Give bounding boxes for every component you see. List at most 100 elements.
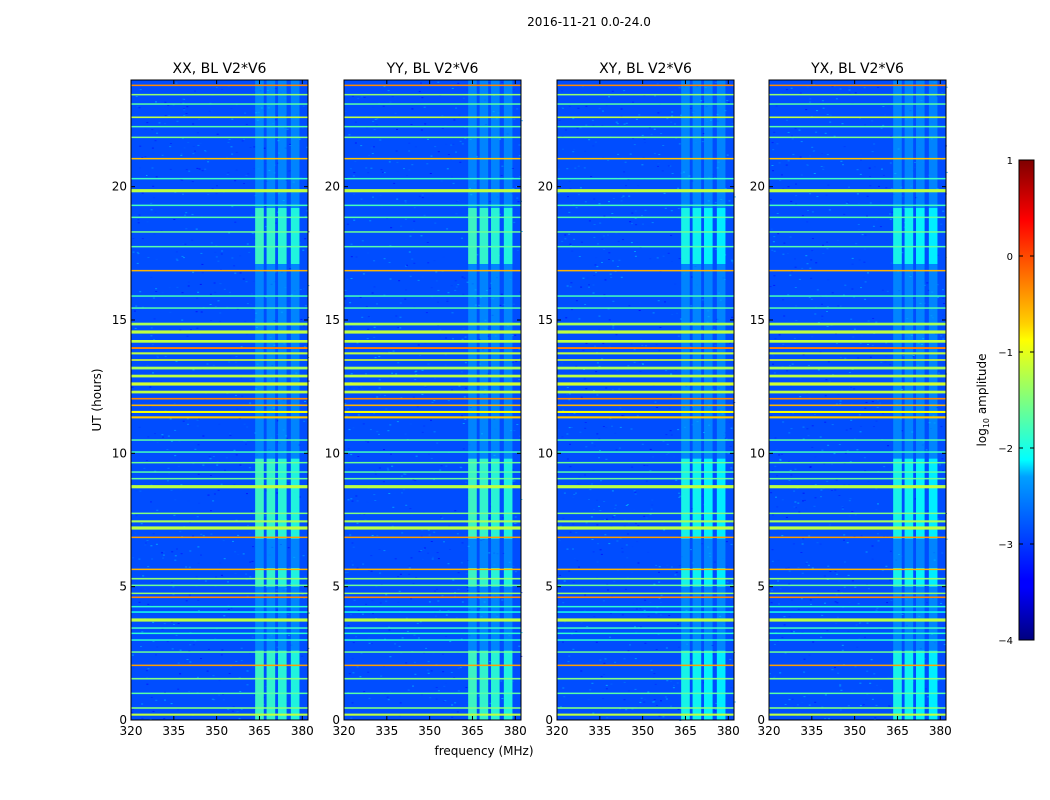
y-tick-label: 20 — [112, 180, 127, 194]
noise-speckle — [344, 110, 347, 112]
noise-speckle — [651, 504, 654, 506]
noise-speckle — [374, 500, 377, 501]
noise-speckle — [518, 645, 521, 647]
noise-speckle — [404, 473, 407, 475]
panel-title: XY, BL V2*V6 — [599, 61, 692, 77]
noise-speckle — [676, 682, 679, 684]
noise-speckle — [431, 296, 434, 298]
noise-speckle — [653, 673, 656, 675]
noise-speckle — [459, 251, 462, 253]
noise-speckle — [391, 525, 394, 527]
noise-speckle — [652, 677, 655, 679]
broadband-line — [344, 577, 521, 580]
noise-speckle — [244, 112, 247, 114]
noise-speckle — [799, 156, 802, 158]
noise-speckle — [501, 81, 504, 83]
broadband-line — [769, 707, 946, 709]
noise-speckle — [945, 171, 948, 173]
noise-speckle — [798, 129, 801, 131]
noise-speckle — [941, 552, 944, 554]
noise-speckle — [488, 517, 490, 519]
noise-speckle — [360, 198, 363, 200]
noise-speckle — [432, 194, 435, 196]
noise-speckle — [423, 547, 426, 549]
x-tick-label: 335 — [588, 724, 611, 738]
noise-speckle — [152, 533, 155, 535]
broadband-line — [557, 93, 734, 96]
rfi-block — [893, 458, 902, 539]
noise-speckle — [444, 125, 447, 127]
noise-speckle — [405, 264, 408, 266]
rfi-column-faint — [468, 80, 477, 720]
noise-speckle — [670, 210, 673, 212]
noise-speckle — [444, 700, 447, 702]
broadband-line — [344, 477, 521, 480]
noise-speckle — [713, 329, 716, 331]
noise-speckle — [787, 294, 790, 296]
noise-speckle — [861, 335, 863, 337]
noise-speckle — [799, 396, 802, 398]
noise-speckle — [889, 162, 892, 164]
y-tick-label: 10 — [112, 446, 127, 460]
noise-speckle — [572, 648, 575, 650]
noise-speckle — [146, 365, 149, 367]
noise-speckle — [250, 510, 253, 512]
noise-speckle — [374, 357, 377, 359]
noise-speckle — [147, 175, 150, 177]
broadband-line — [131, 382, 308, 386]
noise-speckle — [156, 132, 158, 134]
noise-speckle — [655, 344, 658, 346]
broadband-line — [344, 136, 521, 139]
noise-speckle — [821, 303, 823, 305]
noise-speckle — [771, 560, 774, 562]
noise-speckle — [171, 551, 174, 553]
noise-speckle — [196, 297, 199, 299]
noise-speckle — [822, 244, 824, 246]
noise-speckle — [146, 122, 149, 124]
noise-speckle — [601, 358, 604, 360]
noise-speckle — [942, 338, 945, 340]
noise-speckle — [650, 508, 653, 510]
noise-speckle — [401, 637, 404, 639]
noise-speckle — [770, 602, 773, 604]
noise-speckle — [670, 680, 673, 682]
noise-speckle — [635, 608, 638, 610]
noise-speckle — [410, 124, 413, 125]
noise-speckle — [890, 188, 893, 190]
noise-speckle — [462, 97, 465, 99]
noise-speckle — [670, 434, 673, 436]
broadband-line — [131, 103, 308, 105]
noise-speckle — [356, 666, 359, 668]
broadband-line — [557, 231, 734, 233]
noise-speckle — [476, 254, 479, 256]
noise-speckle — [431, 558, 434, 560]
broadband-line — [131, 584, 308, 587]
noise-speckle — [490, 282, 492, 284]
y-tick-label: 0 — [332, 713, 340, 727]
noise-speckle — [805, 561, 808, 563]
noise-speckle — [499, 213, 501, 215]
noise-speckle — [385, 594, 388, 596]
noise-speckle — [779, 588, 782, 590]
noise-speckle — [145, 642, 148, 644]
noise-speckle — [678, 565, 681, 567]
noise-speckle — [673, 456, 676, 458]
noise-speckle — [379, 602, 382, 604]
noise-speckle — [244, 304, 247, 306]
noise-speckle — [188, 170, 191, 172]
noise-speckle — [573, 686, 576, 688]
broadband-line — [557, 352, 734, 355]
noise-speckle — [678, 258, 681, 260]
noise-speckle — [857, 224, 860, 225]
noise-speckle — [777, 233, 780, 235]
noise-speckle — [245, 573, 248, 575]
noise-speckle — [647, 691, 650, 693]
noise-speckle — [244, 441, 247, 442]
noise-speckle — [675, 128, 678, 130]
broadband-line — [344, 568, 521, 571]
noise-speckle — [447, 292, 450, 294]
noise-speckle — [869, 407, 872, 409]
noise-speckle — [730, 259, 733, 261]
noise-speckle — [805, 508, 808, 510]
noise-speckle — [179, 489, 182, 491]
